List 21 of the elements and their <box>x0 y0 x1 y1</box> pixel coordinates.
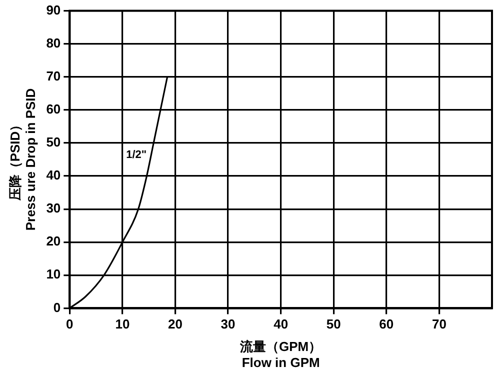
y-tick-label: 40 <box>46 168 61 183</box>
series-label: 1/2" <box>126 149 147 162</box>
y-tick-label: 90 <box>46 2 61 18</box>
y-axis-title: 压降（PSID） Press ure Drop in PSID <box>7 88 38 231</box>
x-tick-label: 20 <box>168 316 182 332</box>
x-tick-label: 40 <box>274 316 288 332</box>
y-tick-label: 10 <box>46 266 61 282</box>
x-axis-title: 流量（GPM） Flow in GPM <box>239 339 322 370</box>
y-tick-label: 80 <box>46 35 61 50</box>
y-tick-label: 0 <box>53 300 61 315</box>
y-tick-label: 30 <box>46 200 61 216</box>
x-tick-label: 30 <box>220 316 236 332</box>
y-tick-label: 50 <box>46 134 61 150</box>
x-tick-label: 70 <box>432 316 446 332</box>
x-tick-label: 50 <box>326 316 341 332</box>
x-tick-label: 10 <box>115 316 130 332</box>
y-tick-label: 20 <box>46 234 61 249</box>
x-tick-label: 0 <box>66 316 74 332</box>
x-tick-label: 60 <box>379 316 394 332</box>
y-tick-label: 60 <box>46 102 61 117</box>
y-tick-label: 70 <box>46 68 61 84</box>
